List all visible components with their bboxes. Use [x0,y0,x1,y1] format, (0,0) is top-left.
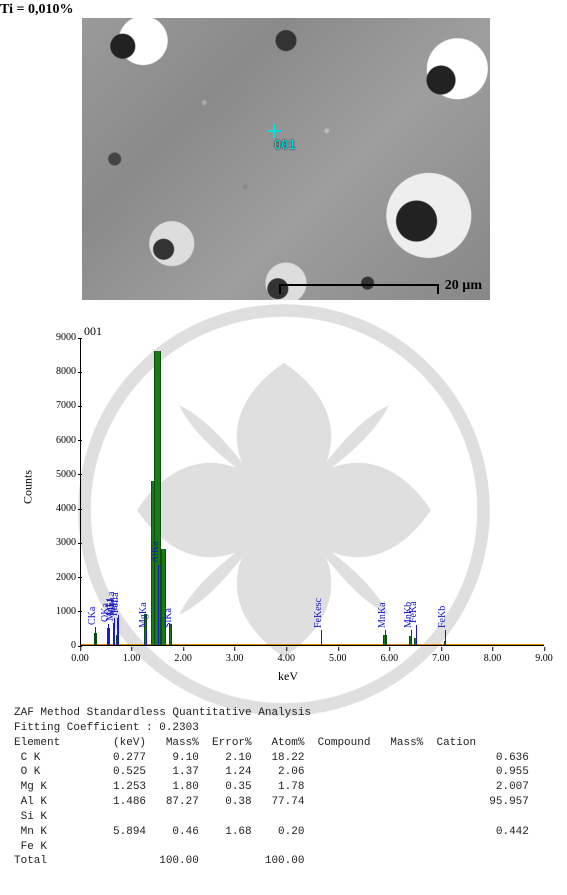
x-tick: 8.00 [484,653,502,664]
sem-surface-texture [82,18,490,300]
x-tick: 0.00 [71,653,89,664]
x-axis-label: keV [278,669,298,684]
element-label: FeLa [110,592,121,613]
sem-micrograph: 001 20 µm [82,18,490,300]
element-tick [171,630,172,645]
element-tick [411,630,412,645]
element-label: SiKa [163,608,174,628]
y-tick: 6000 [36,435,76,446]
element-tick [146,630,147,645]
y-tick: 8000 [36,366,76,377]
plot-title: 001 [84,324,102,339]
element-tick [118,615,119,645]
y-axis-label: Counts [21,470,36,504]
x-tick: 2.00 [174,653,192,664]
y-tick: 2000 [36,572,76,583]
element-label: MgKa [138,602,149,628]
y-tick: 7000 [36,400,76,411]
y-tick: 1000 [36,606,76,617]
y-tick: 0 [36,640,76,651]
composition-label: Ti = 0,010% [0,2,73,18]
element-label: AlKa [150,542,161,564]
element-tick [114,618,115,645]
x-tick: 3.00 [226,653,244,664]
element-tick [445,630,446,645]
eds-spectrum-chart: 001 Counts keV CKaOKaMnLlMnLaFeLlFeLaMgK… [28,324,548,684]
element-tick [108,624,109,645]
x-tick: 4.00 [277,653,295,664]
y-tick: 9000 [36,332,76,343]
y-tick: 4000 [36,503,76,514]
element-label: MnKa [377,602,388,628]
element-tick [95,627,96,645]
x-tick: 6.00 [381,653,399,664]
scalebar-line [279,284,439,294]
x-tick: 9.00 [535,653,553,664]
scalebar: 20 µm [279,274,482,294]
plot-area: CKaOKaMnLlMnLaFeLlFeLaMgKaAlKaSiKaFeKesc… [80,338,544,646]
x-tick: 5.00 [329,653,347,664]
element-tick [416,625,417,645]
x-tick: 1.00 [123,653,141,664]
element-tick [321,630,322,645]
element-tick [385,630,386,645]
y-tick: 3000 [36,537,76,548]
scalebar-text: 20 µm [445,278,482,294]
y-tick: 5000 [36,469,76,480]
x-tick: 7.00 [432,653,450,664]
element-label: CKa [87,606,98,624]
spectrum-peak [161,549,165,645]
quantitative-analysis-table: ZAF Method Standardless Quantitative Ana… [14,706,557,869]
marker-cross-icon [267,124,281,138]
marker-label: 001 [274,138,296,152]
element-label: FeKb [437,605,448,627]
